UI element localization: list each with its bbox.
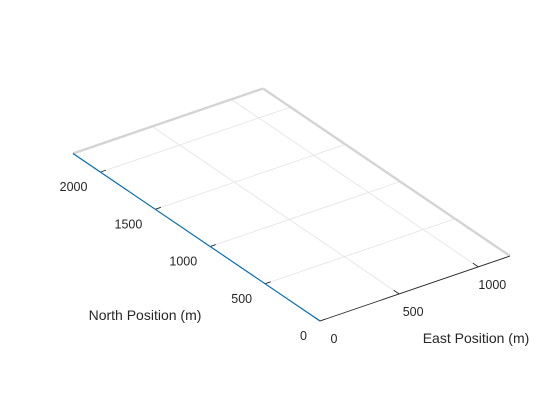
grid-line-x — [151, 126, 400, 295]
trajectory-line — [72, 153, 321, 322]
x-tick-label: 0 — [331, 332, 338, 346]
series-layer — [72, 153, 321, 322]
y-tick-mark — [155, 206, 161, 210]
y-tick-label: 2000 — [60, 180, 88, 194]
x-tick-mark — [472, 262, 479, 268]
y-tick-mark — [264, 281, 271, 285]
axes-lines — [72, 153, 511, 322]
y-tick-mark — [319, 318, 326, 322]
axes-box-edge — [262, 87, 511, 257]
y-tick-label: 1500 — [115, 217, 143, 231]
axes-box-edge — [72, 87, 264, 155]
grid-line-y — [210, 181, 401, 247]
x-tick-label: 1000 — [478, 278, 506, 292]
grid-line-y — [100, 106, 291, 173]
grid-line-y — [264, 218, 456, 285]
grid-line-y — [155, 143, 346, 210]
y-tick-label: 500 — [231, 292, 252, 306]
x-tick-mark — [393, 289, 400, 295]
x-tick-label: 500 — [403, 305, 424, 319]
x-axis-label: East Position (m) — [423, 330, 530, 346]
tick-labels: 0 500 1000 0 500 1000 1500 2000 — [60, 180, 507, 346]
y-axis-label: North Position (m) — [89, 307, 202, 323]
y-tick-mark — [100, 169, 107, 173]
y-tick-mark — [210, 244, 216, 247]
y-tick-label: 0 — [300, 329, 307, 343]
y-tick-label: 1000 — [169, 255, 197, 269]
grid-layer — [100, 99, 479, 295]
axes-box — [72, 87, 511, 257]
grid-line-x — [231, 99, 479, 268]
